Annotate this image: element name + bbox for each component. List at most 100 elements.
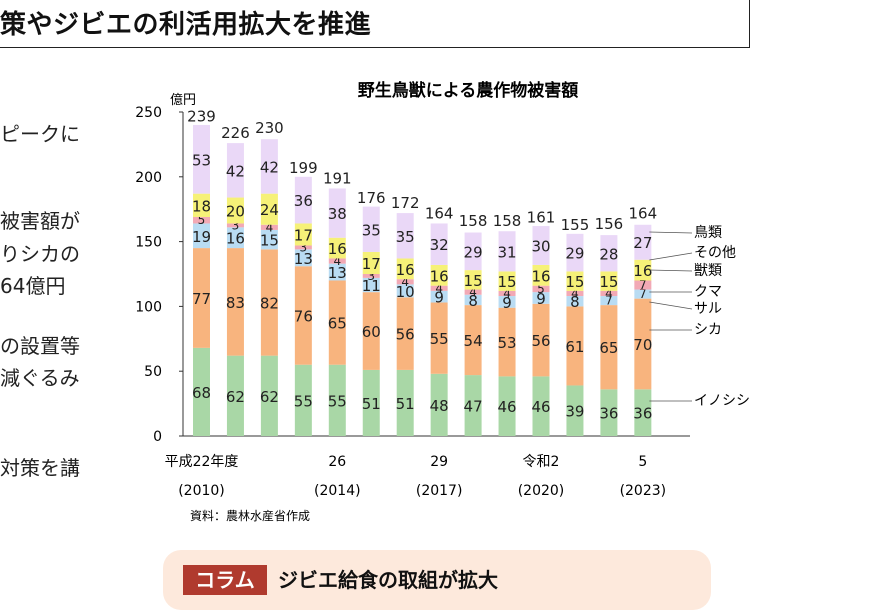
bar-segment-sonota_beast: [498, 290, 516, 297]
x-tick-label: 平成22年度: [165, 454, 239, 470]
bar-value-label: 4: [503, 286, 511, 300]
bar-segment-chorui: [226, 143, 244, 198]
bar-segment-chorui: [260, 139, 278, 194]
y-tick-label: 50: [144, 364, 162, 380]
bar-segment-sonota_beast: [328, 258, 346, 264]
bar-value-label: 36: [599, 405, 618, 423]
legend-label-sonota: その他: [694, 245, 736, 261]
side-text-line: 被害額が: [0, 209, 80, 233]
bar-segment-kuma: [328, 263, 346, 281]
bar-segment-kuma: [226, 227, 244, 249]
bar-segment-inoshishi: [430, 373, 448, 436]
bar-segment-inoshishi: [260, 355, 278, 436]
bar-value-label: 54: [464, 332, 483, 350]
bar-value-label: 3: [300, 240, 308, 254]
bar-segment-chorui: [498, 231, 516, 272]
bar-value-label: 7: [639, 278, 647, 292]
bar-value-label: 19: [192, 228, 211, 246]
x-tick-label-year: (2010): [178, 483, 225, 499]
bar-segment-inoshishi: [396, 369, 414, 436]
bar-total-label: 176: [357, 189, 386, 207]
bar-value-label: 55: [328, 392, 347, 410]
bar-segment-shika: [193, 248, 210, 348]
bar-segment-kuma: [634, 289, 652, 299]
bar-value-label: 56: [531, 332, 550, 350]
bar-value-label: 15: [599, 273, 618, 291]
bar-segment-shika: [294, 266, 312, 365]
bar-value-label: 15: [498, 273, 517, 291]
bar-value-label: 29: [464, 243, 483, 261]
bar-value-label: 47: [464, 398, 483, 416]
bar-value-label: 53: [498, 334, 517, 352]
bar-segment-sonota_beast: [294, 245, 312, 250]
bar-segment-sonota: [532, 264, 550, 286]
bar-segment-kuma: [600, 296, 618, 306]
bar-value-label: 28: [599, 245, 618, 263]
bar-segment-inoshishi: [294, 364, 312, 436]
bar-segment-shika: [328, 280, 346, 365]
x-tick-label: 令和2: [523, 454, 560, 470]
side-text-line: ピークに: [0, 122, 80, 146]
bar-segment-sonota_beast: [362, 274, 380, 278]
bar-value-label: 24: [260, 201, 279, 219]
x-tick-label: 29: [430, 454, 448, 470]
side-text-line: の設置等: [0, 334, 80, 358]
bar-value-label: 4: [266, 220, 274, 234]
bar-segment-chorui: [362, 206, 380, 252]
bar-value-label: 36: [294, 192, 313, 210]
bar-segment-inoshishi: [600, 389, 618, 436]
bar-value-label: 46: [498, 398, 517, 416]
bar-value-label: 62: [260, 388, 279, 406]
bar-segment-chorui: [294, 176, 312, 224]
bar-segment-sonota: [328, 237, 346, 259]
legend-leader: [649, 269, 693, 272]
legend-label-kuma: クマ: [694, 284, 722, 300]
bar-segment-chorui: [328, 188, 346, 238]
column-title: ジビエ給食の取組が拡大: [278, 568, 498, 592]
bar-value-label: 36: [633, 405, 652, 423]
bar-value-label: 5: [198, 213, 206, 227]
bar-value-label: 16: [328, 240, 347, 258]
bar-value-label: 4: [401, 275, 409, 289]
bar-segment-chorui: [464, 232, 482, 271]
bar-value-label: 4: [435, 281, 443, 295]
bar-segment-sonota: [430, 264, 448, 286]
bar-value-label: 17: [294, 226, 313, 244]
bar-value-label: 3: [232, 218, 240, 232]
bar-segment-shika: [566, 306, 584, 386]
bar-value-label: 42: [226, 162, 245, 180]
bar-segment-shika: [430, 302, 448, 374]
side-text-line: 減ぐるみ: [0, 366, 80, 390]
bar-segment-chorui: [600, 235, 618, 272]
bar-segment-chorui: [566, 233, 584, 272]
bar-total-label: 172: [391, 194, 420, 212]
bar-segment-kuma: [464, 294, 482, 306]
bar-total-label: 199: [289, 159, 318, 177]
bar-segment-sonota: [600, 271, 618, 291]
bar-value-label: 16: [226, 230, 245, 248]
x-tick-label-year: (2014): [314, 483, 361, 499]
bar-value-label: 13: [328, 264, 347, 282]
bar-value-label: 16: [430, 267, 449, 285]
bar-value-label: 16: [633, 262, 652, 280]
y-tick-label: 100: [135, 299, 162, 315]
bar-segment-shika: [362, 292, 380, 370]
legend-label-inoshishi: イノシシ: [694, 393, 750, 409]
bar-value-label: 5: [537, 282, 545, 296]
bar-segment-shika: [464, 305, 482, 376]
bar-segment-sonota_beast: [430, 285, 448, 291]
bar-value-label: 8: [570, 293, 580, 311]
bar-value-label: 68: [192, 384, 211, 402]
bar-total-label: 164: [629, 204, 658, 222]
bar-value-label: 4: [571, 286, 579, 300]
page-title: 策やジビエの利活用拡大を推進: [0, 10, 372, 40]
bar-value-label: 48: [430, 397, 449, 415]
bar-value-label: 27: [633, 234, 652, 252]
bar-total-label: 164: [425, 204, 454, 222]
bar-value-label: 11: [362, 277, 381, 295]
bar-segment-sonota_beast: [634, 280, 652, 290]
bar-segment-inoshishi: [362, 369, 380, 436]
y-tick-label: 250: [135, 105, 162, 121]
bar-value-label: 55: [294, 392, 313, 410]
bar-total-label: 158: [493, 212, 522, 230]
